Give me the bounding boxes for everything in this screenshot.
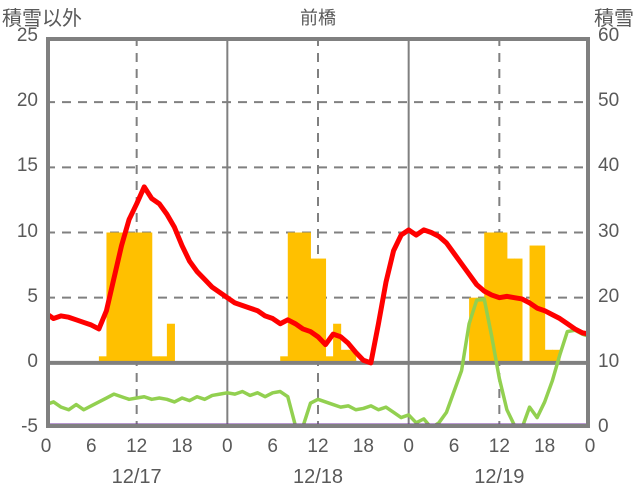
temperature-line <box>46 184 590 366</box>
left-tick-0: 0 <box>27 350 38 372</box>
plot-svg <box>46 37 590 428</box>
chart-title: 前橋 <box>300 8 336 28</box>
left-axis-unit-label: 積雪以外 <box>2 8 82 30</box>
right-tick-0: 0 <box>598 416 609 437</box>
left-tick-25: 25 <box>16 25 38 46</box>
x-tick-5: 6 <box>267 436 278 457</box>
x-tick-10: 12 <box>488 436 510 457</box>
day-label-12/18: 12/18 <box>292 466 344 488</box>
x-tick-8: 0 <box>403 436 414 457</box>
snow-depth-line <box>46 297 590 428</box>
right-axis-unit-label: 積雪 <box>594 8 634 30</box>
x-tick-3: 18 <box>171 436 193 457</box>
x-tick-0: 0 <box>40 436 52 457</box>
left-tick-20: 20 <box>16 90 38 112</box>
x-tick-11: 18 <box>534 436 556 457</box>
x-tick-2: 12 <box>126 436 148 457</box>
plot-area <box>46 37 590 428</box>
left-tick-5: 5 <box>27 285 38 307</box>
day-label-12/19: 12/19 <box>474 466 525 488</box>
right-tick-30: 30 <box>598 220 620 242</box>
x-tick-1: 6 <box>86 436 97 457</box>
left-tick-10: 10 <box>16 220 38 242</box>
right-tick-50: 50 <box>598 90 620 112</box>
right-tick-60: 60 <box>598 25 620 46</box>
x-tick-7: 18 <box>352 436 374 457</box>
left-tick--5: -5 <box>21 416 38 437</box>
x-tick-9: 6 <box>448 436 460 457</box>
x-tick-4: 0 <box>222 436 233 457</box>
right-tick-40: 40 <box>598 155 620 177</box>
left-tick-15: 15 <box>16 155 38 177</box>
x-tick-6: 12 <box>307 436 329 457</box>
right-tick-10: 10 <box>598 350 620 372</box>
x-tick-12: 0 <box>584 436 596 457</box>
day-label-12/17: 12/17 <box>111 466 162 488</box>
right-tick-20: 20 <box>598 285 620 307</box>
